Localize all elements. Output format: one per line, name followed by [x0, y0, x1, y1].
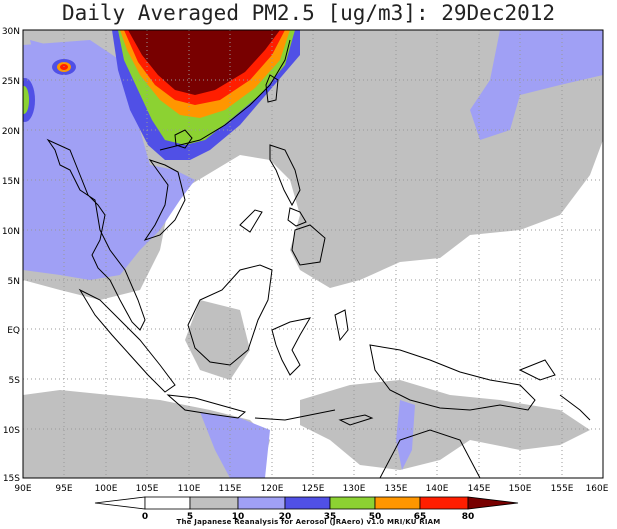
lon-label: 115E [219, 484, 242, 494]
coastlines [46, 39, 591, 478]
longitude-labels: 90E 95E 100E 105E 110E 115E 120E 125E 13… [14, 484, 608, 494]
coastline-taiwan [265, 74, 279, 103]
coastline-new-guinea [369, 344, 536, 411]
lat-label: 25N [2, 77, 20, 87]
latitude-labels: 30N 25N 20N 15N 10N 5N EQ 5S 10S 15S [2, 27, 20, 484]
darkred-region-china [128, 30, 280, 95]
lon-label: 155E [551, 484, 574, 494]
gray-region-south-east [300, 380, 590, 470]
coastline-visayas [287, 207, 307, 227]
colorbar-left-arrow [94, 496, 146, 510]
lat-label: EQ [7, 326, 20, 336]
coastline-luzon [269, 144, 301, 207]
graticule [23, 30, 603, 478]
lat-label: 30N [2, 27, 20, 37]
coastline-mindanao [291, 224, 326, 266]
lon-label: 110E [178, 484, 201, 494]
colorbar-tick-label: 80 [462, 512, 475, 522]
colorbar-segment [374, 496, 421, 510]
coastline-halmahera [334, 309, 349, 342]
colorbar-segment [284, 496, 331, 510]
coastline-australia [379, 429, 481, 478]
lon-label: 125E [302, 484, 325, 494]
coastline-sumatra [78, 288, 176, 393]
map-title: Daily Averaged PM2.5 [ug/m3]: 29Dec2012 [61, 1, 556, 25]
lightblue-region-east [470, 30, 603, 140]
colorbar-segment [144, 496, 191, 510]
colorbar-tick-label: 50 [369, 512, 382, 522]
lon-label: 160E [586, 484, 609, 494]
lat-label: 20N [2, 127, 20, 137]
lat-label: 15S [3, 474, 20, 484]
gray-region-central [185, 300, 250, 380]
colorbar-tick-label: 20 [279, 512, 292, 522]
hotspot-edge-green [23, 86, 29, 114]
lon-label: 120E [261, 484, 284, 494]
colorbar-tick-label: 35 [324, 512, 337, 522]
coastline-hainan [174, 129, 193, 149]
coastline-vietnam [143, 159, 186, 241]
colorbar-segment [419, 496, 469, 510]
colorbar-tick-label: 5 [187, 512, 193, 522]
colorbar [94, 496, 519, 510]
lightblue-region-southeast [396, 400, 415, 470]
lon-label: 95E [55, 484, 72, 494]
colorbar-tick-label: 0 [142, 512, 148, 522]
lon-label: 90E [14, 484, 31, 494]
lightblue-region-mainland [23, 40, 195, 280]
colorbar-tick-label: 10 [232, 512, 245, 522]
lon-label: 145E [468, 484, 491, 494]
lat-label: 10N [2, 227, 20, 237]
colorbar-tick-label: 65 [414, 512, 427, 522]
coastline-bismarck [518, 359, 556, 381]
lon-label: 135E [385, 484, 408, 494]
coastline-indochina [46, 138, 146, 331]
lat-label: 10S [3, 426, 20, 436]
colorbar-right-arrow [467, 496, 519, 510]
pm25-fill-layer [23, 30, 603, 478]
lon-label: 130E [343, 484, 366, 494]
lon-label: 150E [509, 484, 532, 494]
lon-label: 105E [136, 484, 159, 494]
lon-label: 140E [426, 484, 449, 494]
lat-label: 5S [9, 376, 21, 386]
colorbar-segment [329, 496, 376, 510]
coastline-sulawesi [271, 317, 311, 376]
coastline-palawan [239, 209, 263, 233]
colorbar-tick-labels: 0 5 10 20 35 50 65 80 [142, 512, 474, 522]
coastline-china [159, 39, 291, 151]
lat-label: 15N [2, 177, 20, 187]
coastline-java [166, 394, 247, 419]
coastline-lesser-sunda [254, 409, 336, 421]
lat-label: 5N [8, 277, 20, 287]
colorbar-segment [189, 496, 239, 510]
colorbar-segment [237, 496, 286, 510]
coastline-timor [338, 414, 374, 426]
coastline-solomons [559, 394, 591, 421]
lon-label: 100E [95, 484, 118, 494]
coastline-borneo [187, 264, 273, 366]
lightblue-region-south [200, 412, 270, 478]
credit-line: The Japanese Reanalysis for Aerosol (JRA… [176, 518, 441, 526]
map-frame [22, 29, 604, 479]
